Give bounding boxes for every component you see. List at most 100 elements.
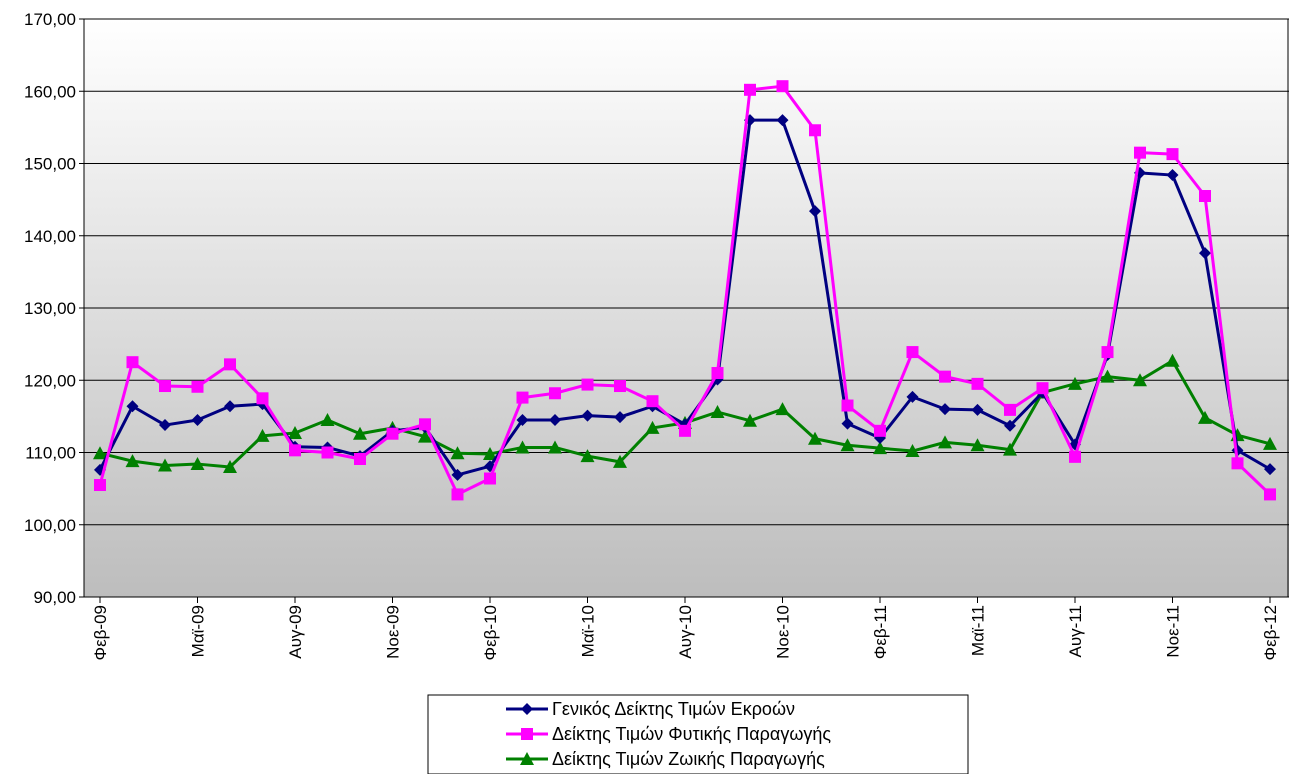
data-point-square bbox=[1231, 457, 1244, 470]
data-point-diamond bbox=[521, 703, 533, 715]
data-point-triangle bbox=[1100, 369, 1115, 383]
y-tick-label: 90,00 bbox=[33, 588, 76, 607]
data-point-diamond bbox=[841, 417, 854, 430]
data-point-square bbox=[1004, 403, 1016, 416]
data-point-square bbox=[1069, 450, 1081, 463]
x-tick-label: Μαϊ-11 bbox=[969, 605, 988, 656]
data-point-triangle bbox=[905, 444, 920, 458]
data-point-triangle bbox=[320, 412, 335, 426]
data-point-diamond bbox=[971, 403, 984, 416]
data-point-diamond bbox=[126, 400, 139, 413]
x-tick-label: Φεβ-09 bbox=[91, 605, 110, 661]
data-point-square bbox=[419, 418, 431, 431]
x-tick-label: Νοε-09 bbox=[384, 605, 403, 659]
data-point-square bbox=[939, 370, 951, 383]
data-point-square bbox=[744, 83, 756, 96]
data-point-triangle bbox=[483, 446, 497, 460]
x-tick-label: Νοε-10 bbox=[774, 605, 793, 659]
data-point-square bbox=[191, 380, 204, 393]
data-point-diamond bbox=[191, 413, 204, 426]
y-tick-label: 110,00 bbox=[25, 444, 76, 463]
data-point-square bbox=[1166, 148, 1179, 161]
data-point-square bbox=[321, 446, 334, 459]
data-point-square bbox=[1101, 346, 1114, 359]
data-point-square bbox=[776, 80, 789, 93]
data-point-triangle bbox=[93, 446, 107, 460]
x-tick-label: Αυγ-09 bbox=[286, 605, 305, 659]
y-tick-label: 170,00 bbox=[24, 10, 76, 29]
data-point-triangle bbox=[1068, 376, 1082, 390]
data-point-triangle bbox=[938, 435, 952, 449]
data-point-diamond bbox=[939, 403, 951, 416]
data-point-diamond bbox=[1199, 247, 1211, 260]
data-point-diamond bbox=[776, 114, 789, 127]
data-point-diamond bbox=[1166, 169, 1179, 182]
data-point-square bbox=[841, 399, 854, 412]
y-tick-label: 120,00 bbox=[24, 371, 76, 390]
data-point-diamond bbox=[451, 468, 464, 481]
data-point-square bbox=[224, 358, 236, 371]
legend-entry: Γενικός Δείκτης Τιμών Εκροών bbox=[506, 699, 795, 719]
data-point-triangle bbox=[190, 457, 205, 471]
data-point-triangle bbox=[1263, 436, 1277, 450]
data-point-square bbox=[971, 377, 984, 390]
legend-entry: Δείκτης Τιμών Ζωικής Παραγωγής bbox=[506, 749, 825, 769]
y-tick-label: 140,00 bbox=[24, 227, 76, 246]
axes: 90,00 100,00 110,00 120,00 130,00 140,00 150,0… bbox=[24, 10, 1289, 661]
data-point-square bbox=[874, 424, 886, 437]
data-point-triangle bbox=[255, 428, 270, 442]
data-point-square bbox=[126, 356, 139, 369]
y-tick-label: 100,00 bbox=[24, 516, 76, 535]
data-point-triangle bbox=[1003, 442, 1017, 456]
data-point-triangle bbox=[353, 426, 367, 440]
data-point-square bbox=[711, 367, 724, 380]
data-point-square bbox=[521, 728, 533, 740]
x-tick-label: Αυγ-10 bbox=[676, 605, 695, 659]
legend-entry: Δείκτης Τιμών Φυτικής Παραγωγής bbox=[506, 724, 831, 744]
data-point-square bbox=[516, 391, 529, 404]
y-tick-label: 160,00 bbox=[24, 82, 76, 101]
data-point-triangle bbox=[1165, 353, 1180, 367]
data-point-diamond bbox=[549, 413, 561, 426]
data-point-diamond bbox=[581, 409, 594, 422]
data-point-square bbox=[1036, 382, 1049, 395]
legend: Γενικός Δείκτης Τιμών Εκροών Δείκτης Τιμώ… bbox=[427, 694, 969, 775]
data-point-diamond bbox=[809, 205, 821, 218]
data-point-diamond bbox=[906, 390, 919, 403]
data-point-triangle bbox=[288, 425, 302, 439]
data-point-square bbox=[451, 488, 464, 501]
data-point-triangle bbox=[158, 458, 172, 472]
data-point-square bbox=[159, 380, 171, 393]
data-point-square bbox=[809, 124, 821, 137]
data-point-square bbox=[614, 380, 626, 393]
x-tick-label: Φεβ-10 bbox=[481, 605, 500, 661]
data-point-diamond bbox=[1004, 419, 1016, 432]
data-point-diamond bbox=[224, 400, 236, 413]
data-point-diamond bbox=[614, 411, 626, 424]
data-point-triangle bbox=[970, 438, 985, 452]
legend-label: Δείκτης Τιμών Ζωικής Παραγωγής bbox=[552, 749, 825, 769]
data-point-square bbox=[581, 378, 594, 391]
data-point-triangle bbox=[710, 405, 725, 419]
data-point-triangle bbox=[450, 446, 465, 460]
data-point-diamond bbox=[1264, 463, 1276, 476]
series-lines bbox=[93, 80, 1277, 501]
data-point-triangle bbox=[808, 431, 822, 445]
data-point-square bbox=[1134, 146, 1146, 159]
y-tick-label: 150,00 bbox=[24, 155, 76, 174]
data-point-triangle bbox=[548, 440, 562, 454]
x-tick-label: Μαϊ-10 bbox=[579, 605, 598, 657]
x-tick-label: Νοε-11 bbox=[1164, 605, 1183, 658]
data-point-triangle bbox=[613, 454, 627, 468]
data-point-triangle bbox=[775, 402, 790, 416]
data-point-diamond bbox=[516, 413, 529, 426]
data-point-triangle bbox=[418, 429, 432, 443]
data-point-triangle bbox=[520, 752, 534, 765]
x-tick-label: Φεβ-11 bbox=[871, 605, 890, 659]
data-point-triangle bbox=[1198, 410, 1212, 424]
data-point-square bbox=[646, 395, 659, 408]
data-point-square bbox=[256, 392, 269, 405]
legend-label: Γενικός Δείκτης Τιμών Εκροών bbox=[552, 699, 795, 719]
data-point-triangle bbox=[743, 413, 757, 427]
